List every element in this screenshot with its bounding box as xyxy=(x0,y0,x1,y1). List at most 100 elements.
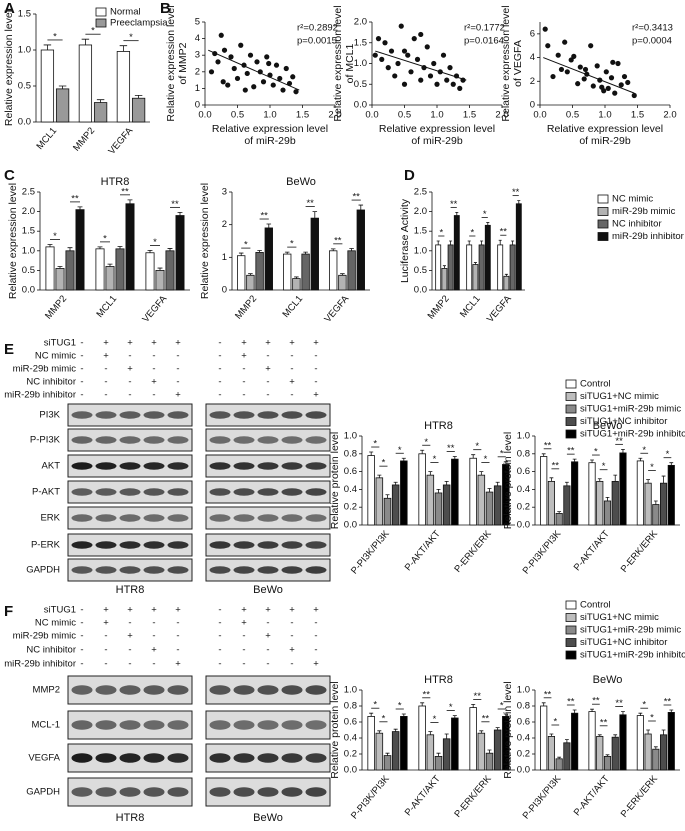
point xyxy=(405,52,411,58)
blot-band xyxy=(281,462,303,470)
point xyxy=(221,47,228,53)
error-bar xyxy=(385,752,390,756)
condition-mark: - xyxy=(218,390,221,401)
bar xyxy=(509,244,516,291)
x-tick-label: MCL1 xyxy=(95,293,120,319)
point xyxy=(577,64,583,70)
bar xyxy=(125,203,135,291)
y-tick-label: 2 xyxy=(222,219,227,230)
significance-label: * xyxy=(602,461,606,472)
error-bar xyxy=(638,712,643,716)
error-bar xyxy=(613,474,618,482)
bar xyxy=(338,274,347,291)
bar xyxy=(93,102,108,123)
bar xyxy=(477,732,486,771)
blot-band xyxy=(167,720,189,730)
y-tick-label: 0 xyxy=(195,100,200,111)
condition-mark: - xyxy=(176,618,179,629)
point xyxy=(392,73,398,79)
x-tick-label: 1.0 xyxy=(430,110,443,121)
blot-band xyxy=(233,720,255,730)
blot-band xyxy=(257,488,279,496)
condition-mark: + xyxy=(241,338,247,349)
error-bar xyxy=(503,461,508,465)
condition-mark: - xyxy=(266,659,269,670)
legend-swatch xyxy=(597,207,609,216)
condition-mark: - xyxy=(218,338,221,349)
significance-label: * xyxy=(53,231,57,242)
condition-mark: + xyxy=(313,659,319,670)
bar xyxy=(447,244,454,291)
error-bar xyxy=(340,273,345,276)
condition-mark: + xyxy=(175,659,181,670)
bar xyxy=(563,485,571,526)
fit-line xyxy=(375,50,467,81)
y-tick-label: 1.0 xyxy=(344,431,357,442)
panel-label: B xyxy=(160,0,171,17)
stat-label: p=0.0164 xyxy=(464,36,504,47)
bar xyxy=(310,217,319,291)
protein-label: PI3K xyxy=(39,410,60,421)
y-axis-label: Relative expression level xyxy=(165,5,177,121)
condition-mark: + xyxy=(151,377,157,388)
condition-mark: - xyxy=(242,645,245,656)
point xyxy=(266,60,272,67)
y-tick-label: 1.0 xyxy=(517,685,530,696)
blot-band xyxy=(119,411,141,419)
condition-mark: - xyxy=(80,390,83,401)
cell-line-label: HTR8 xyxy=(116,584,145,596)
error-bar xyxy=(638,457,643,461)
blot-band xyxy=(233,753,255,763)
blot-band xyxy=(167,436,189,444)
significance-label: ** xyxy=(450,199,458,210)
point xyxy=(434,81,440,87)
condition-mark: - xyxy=(218,364,221,375)
bar xyxy=(636,715,644,771)
point xyxy=(612,90,618,96)
y-tick-label: 0.0 xyxy=(414,285,427,296)
blot-band xyxy=(119,566,141,574)
error-bar xyxy=(377,730,382,734)
bar xyxy=(105,266,115,291)
error-bar xyxy=(107,263,113,267)
error-bar xyxy=(349,248,354,251)
significance-label: * xyxy=(483,209,487,220)
blot-band xyxy=(305,514,327,522)
significance-label: ** xyxy=(171,199,179,210)
x-tick-label: 0.5 xyxy=(566,110,579,121)
significance-label: * xyxy=(433,454,437,465)
condition-mark: - xyxy=(290,631,293,642)
y-tick-label: 1.0 xyxy=(354,58,367,69)
error-bar xyxy=(646,729,651,734)
blot-band xyxy=(233,462,255,470)
condition-mark: - xyxy=(152,659,155,670)
condition-mark: + xyxy=(151,645,157,656)
blot-band xyxy=(281,411,303,419)
x-tick-label: 0.5 xyxy=(231,110,244,121)
point xyxy=(431,60,437,67)
bar xyxy=(469,707,477,771)
point xyxy=(218,32,224,38)
y-axis-label: Luciferase Activity xyxy=(399,198,411,283)
error-bar xyxy=(473,262,477,265)
blot-band xyxy=(305,685,327,695)
blot-band xyxy=(281,488,303,496)
blot-band xyxy=(167,514,189,522)
y-tick-label: 0.2 xyxy=(344,502,357,513)
condition-label: NC inhibitor xyxy=(26,645,76,656)
blot-band xyxy=(71,685,93,695)
error-bar xyxy=(436,240,440,245)
y-tick-label: 0.4 xyxy=(517,484,530,495)
stat-label: p=0.0015 xyxy=(297,36,337,47)
error-bar xyxy=(479,730,484,734)
x-tick-label: 1.0 xyxy=(598,110,611,121)
y-tick-label: 0.0 xyxy=(354,100,367,111)
error-bar xyxy=(442,265,446,269)
error-bar xyxy=(303,251,308,255)
bar xyxy=(453,215,460,291)
y-tick-label: 1.5 xyxy=(22,226,35,237)
blot-band xyxy=(119,541,141,549)
bar xyxy=(375,477,384,526)
legend-label: siTUG1+miR-29b mimic xyxy=(580,404,681,415)
